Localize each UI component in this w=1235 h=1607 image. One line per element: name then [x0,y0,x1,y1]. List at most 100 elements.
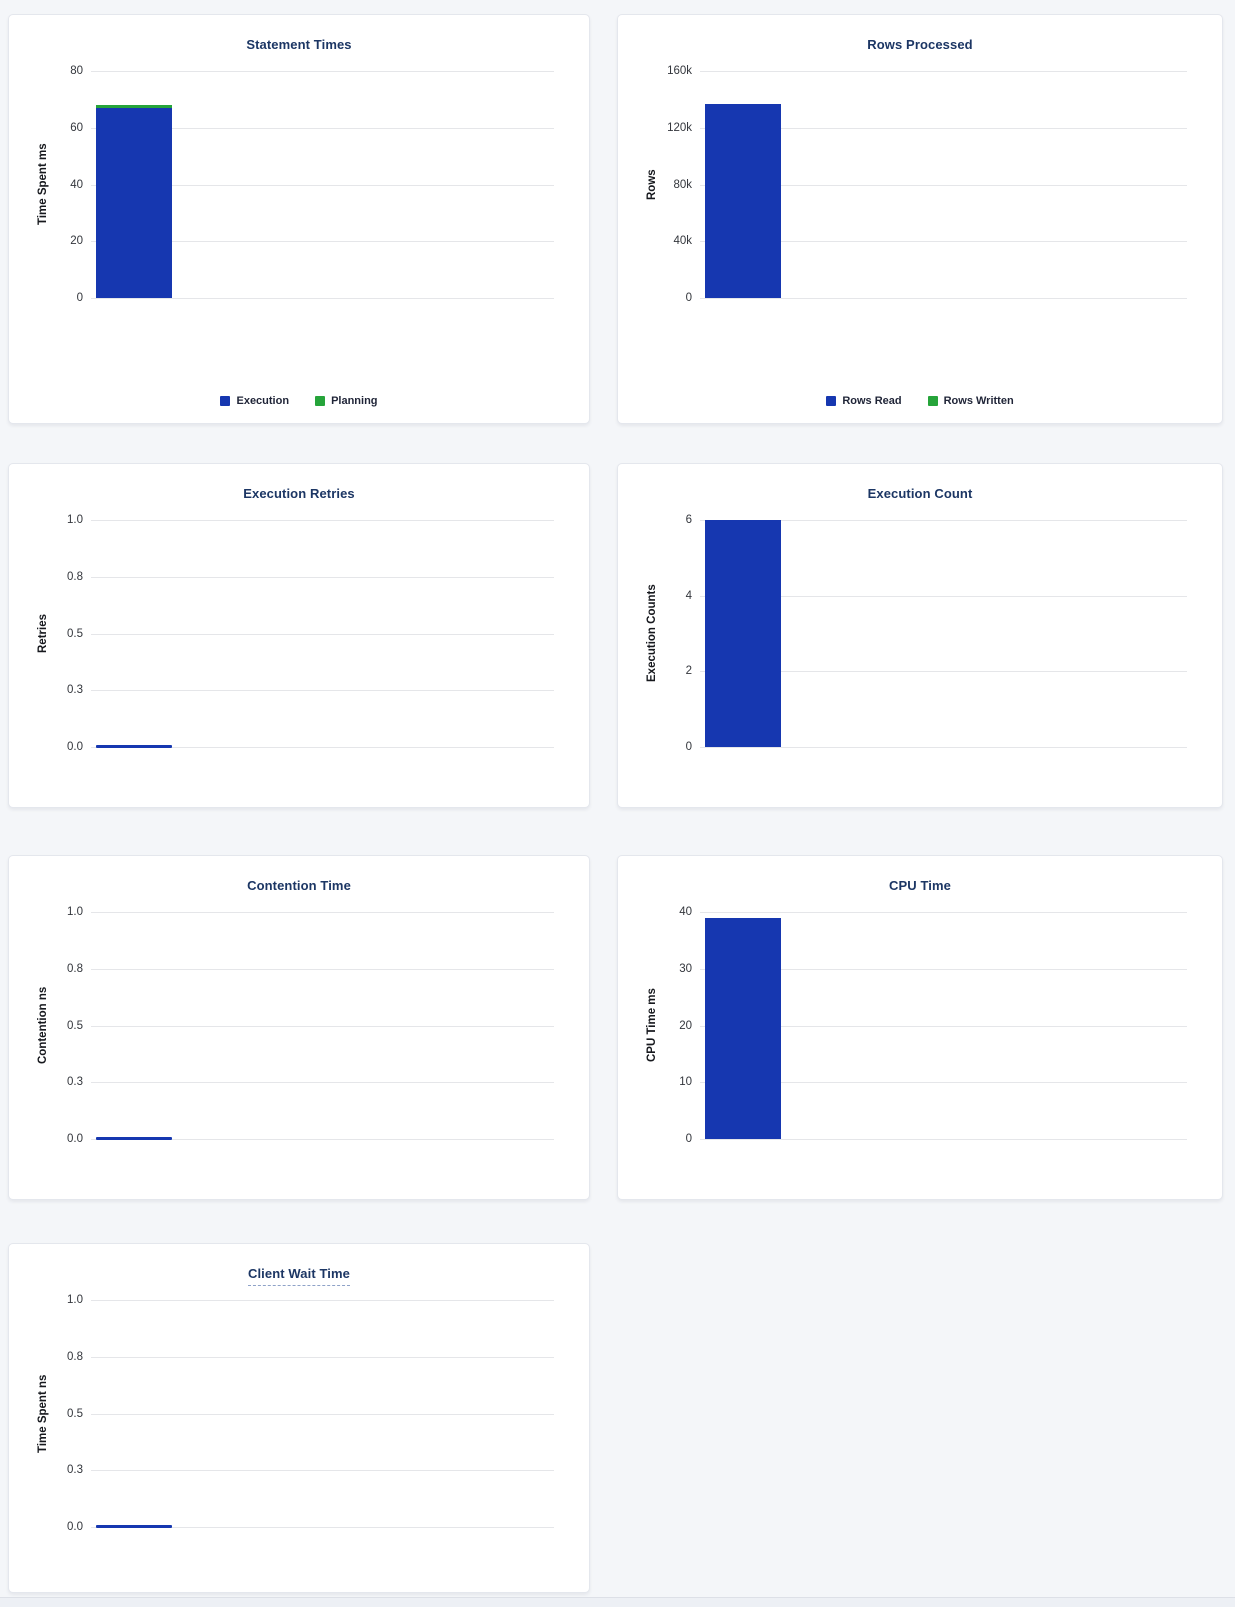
gridline [91,1413,554,1415]
plot-area [91,71,554,299]
bar-rows-read [705,104,781,298]
chart-title: Statement Times [9,37,589,52]
gridline [91,968,554,970]
gridline [700,520,1187,521]
y-tick-label: 4 [685,589,692,602]
gridline [91,1300,554,1301]
gridline [91,1082,554,1084]
legend-swatch-execution [220,396,231,406]
legend-item-planning: Planning [315,395,378,407]
gridline [700,1025,1187,1027]
y-tick-label: 10 [679,1076,692,1089]
plot-area [91,1300,554,1528]
y-tick-labels: 160k 120k 80k 40k 0 [618,65,692,304]
gridline [700,968,1187,970]
chart-card-cpu-time: CPU Time CPU Time ms 40 30 20 10 0 [617,855,1223,1200]
gridline [91,127,554,129]
y-tick-label: 0.5 [67,1019,83,1032]
y-tick-label: 0.3 [67,684,83,697]
zero-value-line [96,1137,172,1140]
plot-area [700,912,1187,1140]
y-tick-label: 0 [685,292,692,304]
gridline [700,241,1187,243]
chart-title-text: Rows Processed [867,37,973,52]
y-tick-labels: 6 4 2 0 [618,514,692,753]
gridline [91,1139,554,1140]
gridline [700,1139,1187,1140]
gridline [700,184,1187,186]
chart-legend: Execution Planning [9,395,589,407]
legend-label: Rows Read [842,395,902,407]
gridline [700,298,1187,299]
y-tick-labels: 80 60 40 20 0 [9,65,83,304]
bar-cpu-time [705,917,781,1139]
gridline [91,1356,554,1358]
gridline [91,71,554,72]
gridline [91,184,554,186]
y-tick-label: 30 [679,962,692,975]
gridline [700,127,1187,129]
zero-value-line [96,1525,172,1528]
gridline [91,633,554,635]
gridline [91,1025,554,1027]
chart-title: Client Wait Time [9,1266,589,1286]
chart-title-text: Execution Retries [243,486,355,501]
y-tick-label: 20 [679,1019,692,1032]
y-tick-label: 120k [667,121,692,134]
chart-title: Contention Time [9,878,589,893]
gridline [91,1470,554,1472]
gridline [91,912,554,913]
y-tick-label: 0.0 [67,1521,83,1533]
y-tick-label: 40 [679,906,692,918]
legend-label: Rows Written [943,395,1014,407]
y-tick-label: 0.8 [67,1350,83,1363]
legend-swatch-rows-written [927,396,938,406]
bar-planning [96,105,172,108]
y-tick-label: 0 [76,292,83,304]
y-tick-labels: 1.0 0.8 0.5 0.3 0.0 [9,906,83,1145]
gridline [700,671,1187,673]
gridline [700,1082,1187,1084]
gridline [91,747,554,748]
gridline [91,520,554,521]
legend-swatch-rows-read [826,396,837,406]
y-tick-label: 40 [70,178,83,191]
y-tick-label: 0.8 [67,962,83,975]
y-tick-label: 0.3 [67,1076,83,1089]
y-tick-label: 0.3 [67,1464,83,1477]
chart-title-text: Execution Count [867,486,973,501]
y-tick-label: 80 [70,65,83,77]
gridline [91,1527,554,1528]
next-section-divider [0,1597,1235,1607]
y-tick-label: 0.8 [67,570,83,583]
y-tick-label: 80k [673,178,692,191]
plot-area [700,71,1187,299]
bar-execution [96,107,172,298]
chart-title-text: Statement Times [246,37,352,52]
y-tick-label: 20 [70,235,83,248]
y-tick-label: 0.0 [67,1133,83,1145]
chart-title-text: CPU Time [889,878,951,893]
chart-title: Execution Count [618,486,1222,501]
chart-title: Execution Retries [9,486,589,501]
y-tick-label: 0.5 [67,627,83,640]
legend-swatch-planning [315,396,326,406]
y-tick-labels: 1.0 0.8 0.5 0.3 0.0 [9,514,83,753]
chart-title: Rows Processed [618,37,1222,52]
gridline [700,595,1187,597]
gridline [91,298,554,299]
chart-card-client-wait-time: Client Wait Time Time Spent ns 1.0 0.8 0.5… [8,1243,590,1593]
y-tick-label: 2 [685,665,692,678]
chart-title: CPU Time [618,878,1222,893]
chart-title-tooltip-trigger[interactable]: Client Wait Time [247,1266,350,1286]
y-tick-label: 0.0 [67,741,83,753]
y-tick-label: 1.0 [67,906,83,918]
gridline [91,576,554,578]
legend-item-rows-written: Rows Written [927,395,1014,407]
y-tick-labels: 40 30 20 10 0 [618,906,692,1145]
plot-area [700,520,1187,748]
legend-item-rows-read: Rows Read [826,395,902,407]
chart-title-text: Contention Time [247,878,351,893]
